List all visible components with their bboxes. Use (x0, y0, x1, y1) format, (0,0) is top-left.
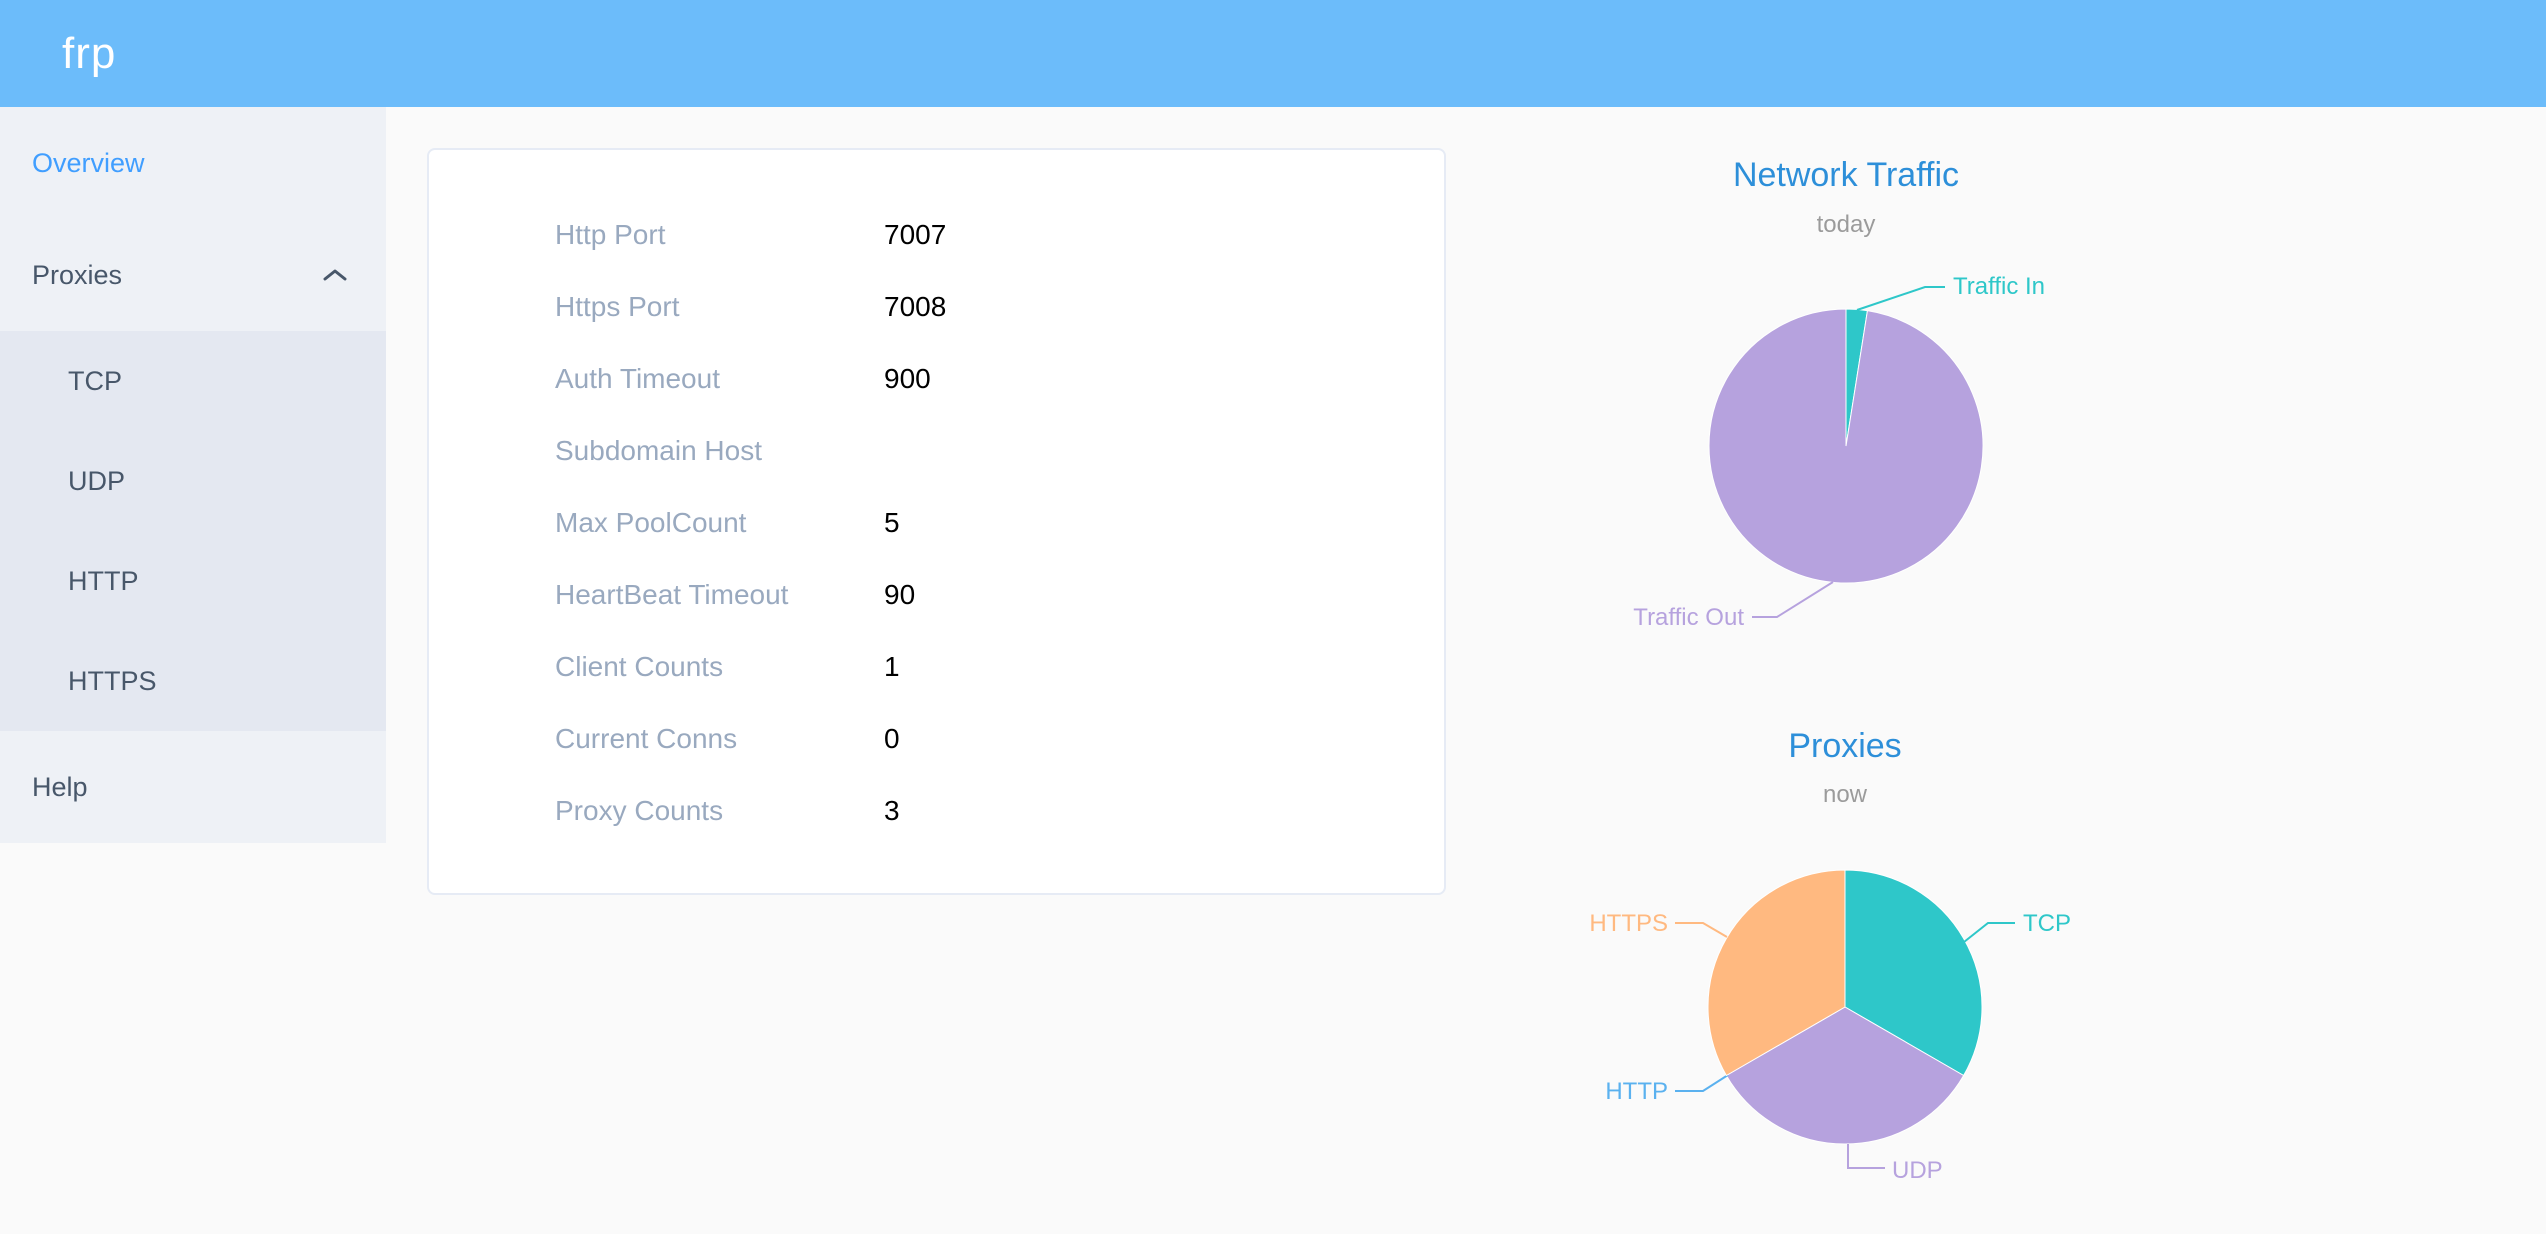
sidebar-item-http[interactable]: HTTP (0, 531, 386, 631)
config-value: 7007 (884, 219, 947, 250)
sidebar-item-help[interactable]: Help (0, 731, 386, 843)
config-value: 90 (884, 579, 916, 610)
config-value: 900 (884, 363, 931, 394)
sidebar-item-label: Help (32, 772, 88, 802)
config-label: Max PoolCount (555, 507, 747, 538)
pie-slice-label: Traffic Out (1633, 604, 1744, 631)
pie-label-line (1847, 1144, 1885, 1169)
sidebar-nav: Overview Proxies TCP UDP HTTP HTTPS Help (0, 107, 386, 843)
pie-slice-label: TCP (2023, 910, 2071, 937)
sidebar-item-https[interactable]: HTTPS (0, 631, 386, 731)
config-row: Https Port 7008 (429, 271, 1444, 343)
config-label: HeartBeat Timeout (555, 579, 789, 610)
config-value: 3 (884, 795, 900, 826)
sidebar-item-proxies[interactable]: Proxies (0, 219, 386, 331)
pie-slice-label: HTTPS (1589, 910, 1668, 937)
pie-slice-https[interactable] (1707, 869, 1846, 1077)
app-header: frp (0, 0, 2546, 107)
network-traffic-chart-subtitle: today (1816, 211, 1876, 238)
sidebar-item-tcp[interactable]: TCP (0, 331, 386, 431)
config-value: 1 (884, 651, 900, 682)
config-label: Https Port (555, 291, 680, 322)
network-traffic-pie-chart: Traffic In Traffic Out (1633, 273, 2045, 631)
sidebar-item-label: TCP (68, 366, 122, 396)
sidebar-item-label: HTTPS (68, 666, 157, 696)
proxies-pie-chart: TCP UDP HTTP HTTPS (1589, 869, 2071, 1184)
sidebar-item-label: UDP (68, 466, 126, 496)
sidebar-item-label: Overview (32, 148, 145, 178)
config-row: Http Port 7007 (429, 199, 1444, 271)
pie-slice-tcp[interactable] (1844, 869, 1983, 1077)
pie-label-line (1675, 1074, 1729, 1092)
pie-label-line (1856, 286, 1945, 311)
pie-slice-label: Traffic In (1953, 273, 2045, 300)
sidebar-item-overview[interactable]: Overview (0, 107, 386, 219)
config-label: Auth Timeout (555, 363, 720, 394)
config-row: Subdomain Host (429, 415, 1444, 487)
proxies-submenu: TCP UDP HTTP HTTPS (0, 331, 386, 731)
chevron-up-icon[interactable] (322, 268, 348, 282)
config-label: Subdomain Host (555, 435, 763, 466)
network-traffic-chart-title: Network Traffic (1732, 156, 1960, 194)
server-config-card: Http Port 7007 Https Port 7008 Auth Time… (427, 148, 1446, 895)
sidebar-item-label: Proxies (32, 260, 123, 290)
proxies-chart-title: Proxies (1788, 727, 1902, 765)
config-value: 0 (884, 723, 900, 754)
pie-slice-udp[interactable] (1725, 1006, 1965, 1145)
config-label: Proxy Counts (555, 795, 724, 826)
config-row: Current Conns 0 (429, 703, 1444, 775)
pie-label-line (1752, 581, 1834, 618)
sidebar-item-udp[interactable]: UDP (0, 431, 386, 531)
pie-slice-label: HTTP (1605, 1078, 1668, 1105)
pie-slice-label: UDP (1892, 1157, 1943, 1184)
app-logo: frp (62, 29, 117, 78)
config-label: Current Conns (555, 723, 738, 754)
config-row: Proxy Counts 3 (429, 775, 1444, 847)
config-row: Max PoolCount 5 (429, 487, 1444, 559)
sidebar-item-label: HTTP (68, 566, 139, 596)
config-row: HeartBeat Timeout 90 (429, 559, 1444, 631)
proxies-chart-subtitle: now (1822, 781, 1868, 808)
pie-label-line (1675, 922, 1728, 938)
config-label: Http Port (555, 219, 666, 250)
config-value: 5 (884, 507, 900, 538)
pie-label-line (1963, 922, 2015, 943)
pie-slice-traffic-out[interactable] (1708, 308, 1984, 584)
config-value: 7008 (884, 291, 947, 322)
config-label: Client Counts (555, 651, 724, 682)
config-row: Auth Timeout 900 (429, 343, 1444, 415)
config-row: Client Counts 1 (429, 631, 1444, 703)
